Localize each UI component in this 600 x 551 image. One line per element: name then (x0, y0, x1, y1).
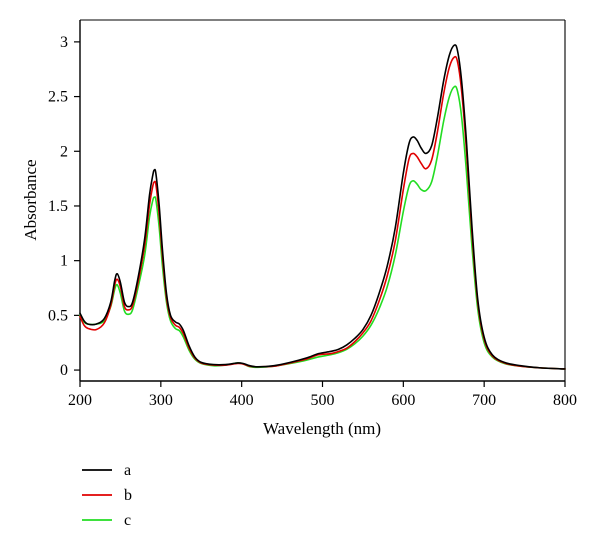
y-tick-label: 2 (60, 143, 68, 160)
series-line-c (79, 85, 566, 370)
series-line-a (79, 44, 566, 370)
x-tick-label: 300 (149, 392, 173, 409)
x-tick-label: 200 (68, 392, 92, 409)
y-axis-ticks: 0 0.5 1 1.5 2 2.5 3 (48, 34, 80, 379)
y-tick-label: 2.5 (48, 89, 68, 106)
x-tick-label: 700 (472, 392, 496, 409)
x-axis-title: Wavelength (nm) (263, 419, 381, 438)
y-tick-label: 0.5 (48, 307, 68, 324)
x-tick-label: 800 (553, 392, 577, 409)
y-tick-label: 1 (60, 253, 68, 270)
x-tick-label: 500 (311, 392, 335, 409)
legend-label-b: b (124, 487, 132, 504)
y-tick-label: 3 (60, 34, 68, 51)
y-tick-label: 0 (60, 362, 68, 379)
legend-label-a: a (124, 462, 131, 479)
legend: abc (82, 462, 132, 529)
x-axis-ticks: 200 300 400 500 600 700 800 (68, 381, 577, 409)
y-axis-title: Absorbance (21, 159, 40, 240)
x-tick-label: 600 (391, 392, 415, 409)
x-tick-label: 400 (230, 392, 254, 409)
y-tick-label: 1.5 (48, 198, 68, 215)
legend-label-c: c (124, 512, 131, 529)
series-line-b (79, 55, 566, 370)
series-lines (79, 44, 566, 370)
